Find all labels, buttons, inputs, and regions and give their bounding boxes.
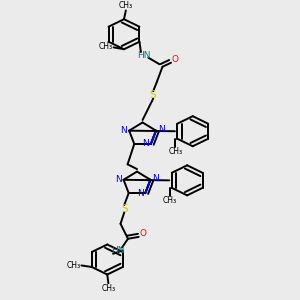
Text: O: O <box>140 229 147 238</box>
Text: CH₃: CH₃ <box>99 42 113 51</box>
Text: N: N <box>137 189 143 198</box>
Text: O: O <box>172 55 178 64</box>
Text: N: N <box>158 124 165 134</box>
Text: HN: HN <box>111 246 124 255</box>
Text: N: N <box>142 140 149 148</box>
Text: HN: HN <box>137 51 151 60</box>
Text: N: N <box>115 175 122 184</box>
Text: N: N <box>152 174 159 183</box>
Text: CH₃: CH₃ <box>67 261 81 270</box>
Text: CH₃: CH₃ <box>163 196 177 205</box>
Text: S: S <box>150 90 157 100</box>
Text: N: N <box>121 126 127 135</box>
Text: CH₃: CH₃ <box>119 1 133 10</box>
Text: S: S <box>121 204 128 214</box>
Text: CH₃: CH₃ <box>168 147 182 156</box>
Text: CH₃: CH₃ <box>101 284 116 293</box>
